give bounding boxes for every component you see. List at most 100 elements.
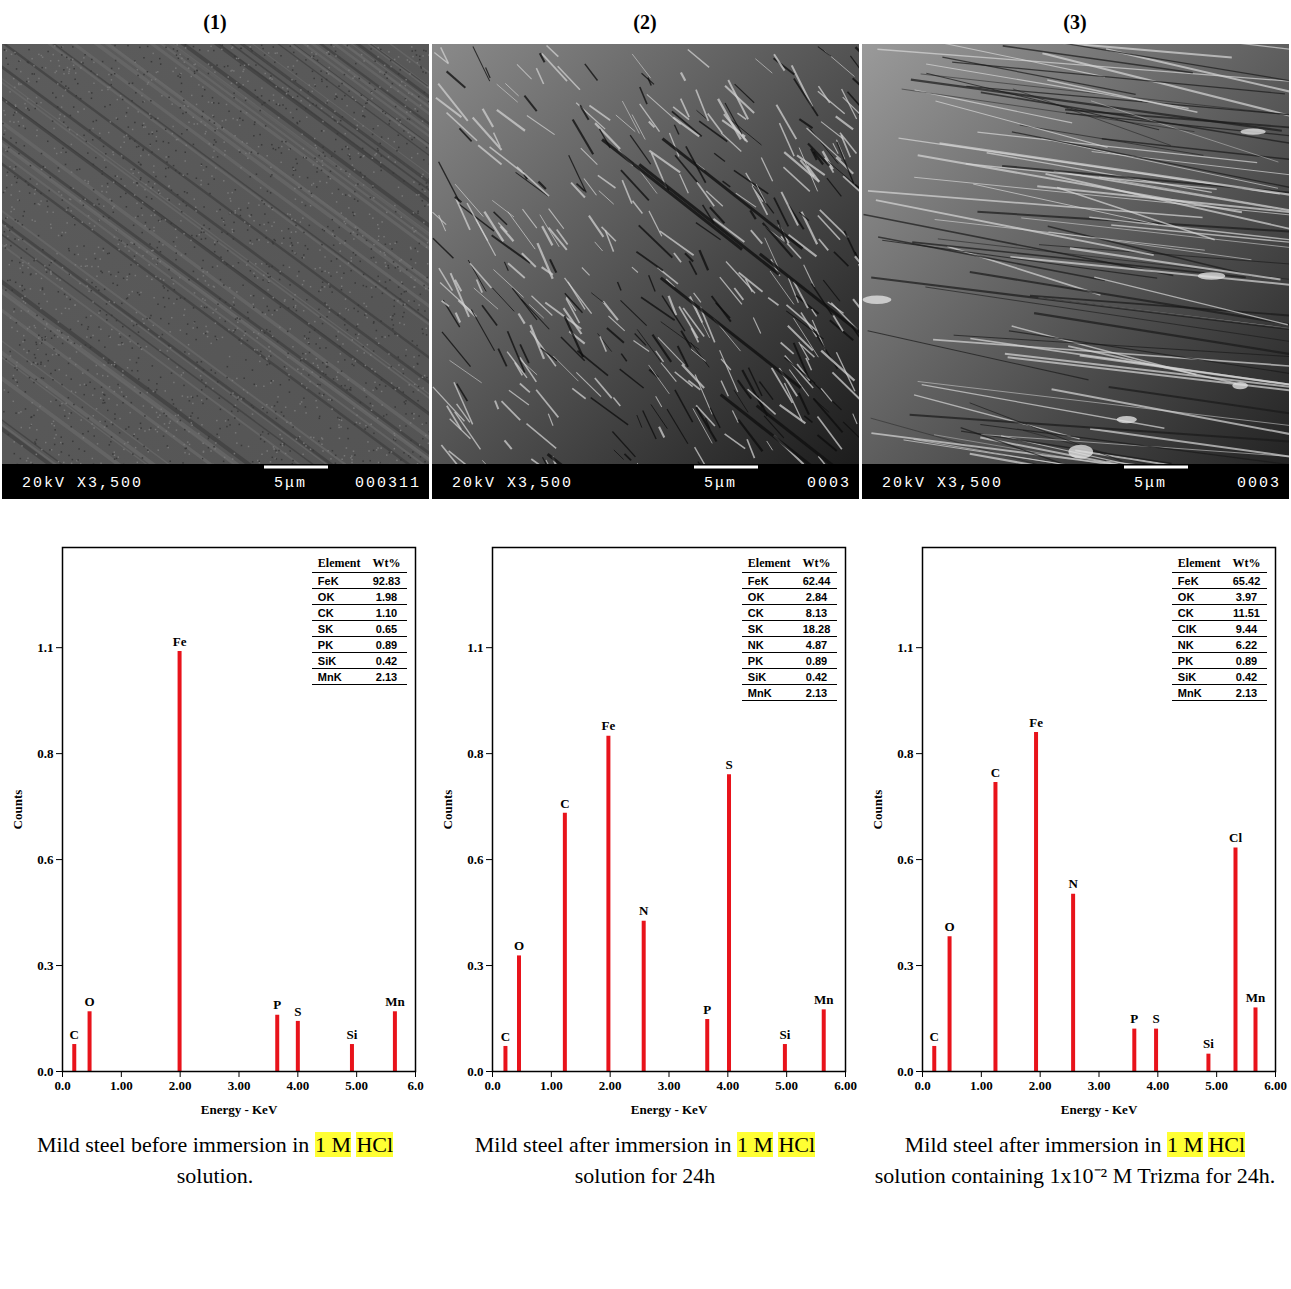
html-text:Wt%: Wt% xyxy=(372,556,401,570)
svg-text:Mn: Mn xyxy=(1245,990,1265,1005)
html-text:92.83: 92.83 xyxy=(372,574,401,587)
html-text:SK: SK xyxy=(317,622,334,635)
html-text:(1): (1) xyxy=(203,11,227,33)
html-text:Element: Element xyxy=(1177,556,1221,570)
html-text:Element: Element xyxy=(317,556,361,570)
svg-text:Mn: Mn xyxy=(813,992,833,1007)
html-text:(2): (2) xyxy=(633,11,657,33)
html-text:Mild steel after immersion in: Mild steel after immersion in 1 M HCl xyxy=(904,1132,1246,1157)
svg-text:C: C xyxy=(929,1029,938,1044)
svg-text:0.3: 0.3 xyxy=(467,958,484,973)
html-text:Mild steel before immersion in: Mild steel before immersion in 1 M HCl xyxy=(36,1132,394,1157)
svg-text:0.6: 0.6 xyxy=(467,852,484,867)
svg-text:C: C xyxy=(560,796,569,811)
svg-text:S: S xyxy=(725,757,732,772)
svg-text:Counts: Counts xyxy=(9,790,24,830)
svg-text:5μm: 5μm xyxy=(704,475,737,492)
svg-text:1.1: 1.1 xyxy=(37,640,53,655)
svg-text:5.00: 5.00 xyxy=(1205,1078,1228,1093)
svg-text:2.00: 2.00 xyxy=(1028,1078,1051,1093)
svg-text:20kV X3,500: 20kV X3,500 xyxy=(22,475,143,492)
svg-text:Fe: Fe xyxy=(601,718,615,733)
svg-text:4.00: 4.00 xyxy=(716,1078,739,1093)
html-text:1.98: 1.98 xyxy=(375,590,398,603)
svg-text:Si: Si xyxy=(346,1027,357,1042)
svg-text:3.00: 3.00 xyxy=(1087,1078,1110,1093)
html-text:solution containing 1x10⁻² M T: solution containing 1x10⁻² M Trizma for … xyxy=(874,1163,1276,1188)
svg-text:Mn: Mn xyxy=(385,994,405,1009)
svg-text:3.00: 3.00 xyxy=(657,1078,680,1093)
svg-text:0.0: 0.0 xyxy=(54,1078,70,1093)
svg-text:Energy - KeV: Energy - KeV xyxy=(630,1102,707,1117)
svg-text:Energy - KeV: Energy - KeV xyxy=(200,1102,277,1117)
svg-text:2.00: 2.00 xyxy=(598,1078,621,1093)
svg-text:0.8: 0.8 xyxy=(467,746,484,761)
svg-text:6.0: 6.0 xyxy=(407,1078,423,1093)
svg-text:O: O xyxy=(944,919,954,934)
svg-text:P: P xyxy=(273,997,281,1012)
svg-text:000311: 000311 xyxy=(354,475,420,492)
svg-text:C: C xyxy=(990,765,999,780)
svg-text:O: O xyxy=(84,994,94,1009)
html-text:CK: CK xyxy=(317,606,334,619)
html-text:Element: Element xyxy=(747,556,791,570)
html-text:solution.: solution. xyxy=(176,1163,254,1188)
svg-text:1.00: 1.00 xyxy=(969,1078,992,1093)
svg-text:1.00: 1.00 xyxy=(109,1078,132,1093)
svg-text:O: O xyxy=(513,938,523,953)
svg-text:20kV X3,500: 20kV X3,500 xyxy=(882,475,1003,492)
html-text:FeK: FeK xyxy=(317,574,339,587)
svg-text:5μm: 5μm xyxy=(274,475,307,492)
svg-text:0.6: 0.6 xyxy=(37,852,54,867)
html-text:Mild steel after immersion in: Mild steel after immersion in 1 M HCl xyxy=(474,1132,816,1157)
svg-text:N: N xyxy=(1068,876,1078,891)
svg-text:0.8: 0.8 xyxy=(37,746,54,761)
svg-text:Si: Si xyxy=(1203,1036,1214,1051)
svg-text:N: N xyxy=(639,903,649,918)
svg-text:C: C xyxy=(500,1029,509,1044)
svg-text:0003: 0003 xyxy=(1236,475,1280,492)
html-text:Wt%: Wt% xyxy=(1232,556,1261,570)
svg-text:4.00: 4.00 xyxy=(1146,1078,1169,1093)
svg-text:C: C xyxy=(69,1027,78,1042)
svg-text:3.00: 3.00 xyxy=(227,1078,250,1093)
svg-text:0.0: 0.0 xyxy=(914,1078,930,1093)
svg-text:0003: 0003 xyxy=(806,475,850,492)
svg-text:20kV X3,500: 20kV X3,500 xyxy=(452,475,573,492)
svg-text:Counts: Counts xyxy=(869,790,884,830)
svg-text:0.0: 0.0 xyxy=(484,1078,500,1093)
svg-text:2.00: 2.00 xyxy=(168,1078,191,1093)
html-text:OK: OK xyxy=(317,590,335,603)
svg-text:0.0: 0.0 xyxy=(467,1064,483,1079)
svg-text:5.00: 5.00 xyxy=(775,1078,798,1093)
svg-text:P: P xyxy=(1130,1011,1138,1026)
svg-text:0.3: 0.3 xyxy=(37,958,54,973)
svg-text:5.00: 5.00 xyxy=(345,1078,368,1093)
svg-text:Si: Si xyxy=(779,1027,790,1042)
svg-text:6.00: 6.00 xyxy=(1264,1078,1287,1093)
svg-text:1.1: 1.1 xyxy=(467,640,483,655)
svg-text:0.0: 0.0 xyxy=(897,1064,913,1079)
svg-text:Fe: Fe xyxy=(172,634,186,649)
svg-text:0.0: 0.0 xyxy=(37,1064,53,1079)
svg-text:S: S xyxy=(294,1004,301,1019)
html-text:Wt%: Wt% xyxy=(802,556,831,570)
svg-text:Counts: Counts xyxy=(439,790,454,830)
svg-text:Fe: Fe xyxy=(1029,715,1043,730)
svg-text:4.00: 4.00 xyxy=(286,1078,309,1093)
svg-text:S: S xyxy=(1152,1011,1159,1026)
svg-text:1.00: 1.00 xyxy=(539,1078,562,1093)
svg-text:Energy - KeV: Energy - KeV xyxy=(1060,1102,1137,1117)
svg-text:0.8: 0.8 xyxy=(897,746,914,761)
svg-text:5μm: 5μm xyxy=(1134,475,1167,492)
html-text:0.65: 0.65 xyxy=(375,622,398,635)
html-text:solution for 24h: solution for 24h xyxy=(574,1163,716,1188)
svg-text:0.3: 0.3 xyxy=(897,958,914,973)
svg-text:1.1: 1.1 xyxy=(897,640,913,655)
svg-text:Cl: Cl xyxy=(1228,830,1241,845)
svg-text:P: P xyxy=(703,1002,711,1017)
svg-text:6.00: 6.00 xyxy=(834,1078,857,1093)
html-text:(3): (3) xyxy=(1063,11,1087,33)
html-text:1.10: 1.10 xyxy=(375,606,398,619)
svg-text:0.6: 0.6 xyxy=(897,852,914,867)
